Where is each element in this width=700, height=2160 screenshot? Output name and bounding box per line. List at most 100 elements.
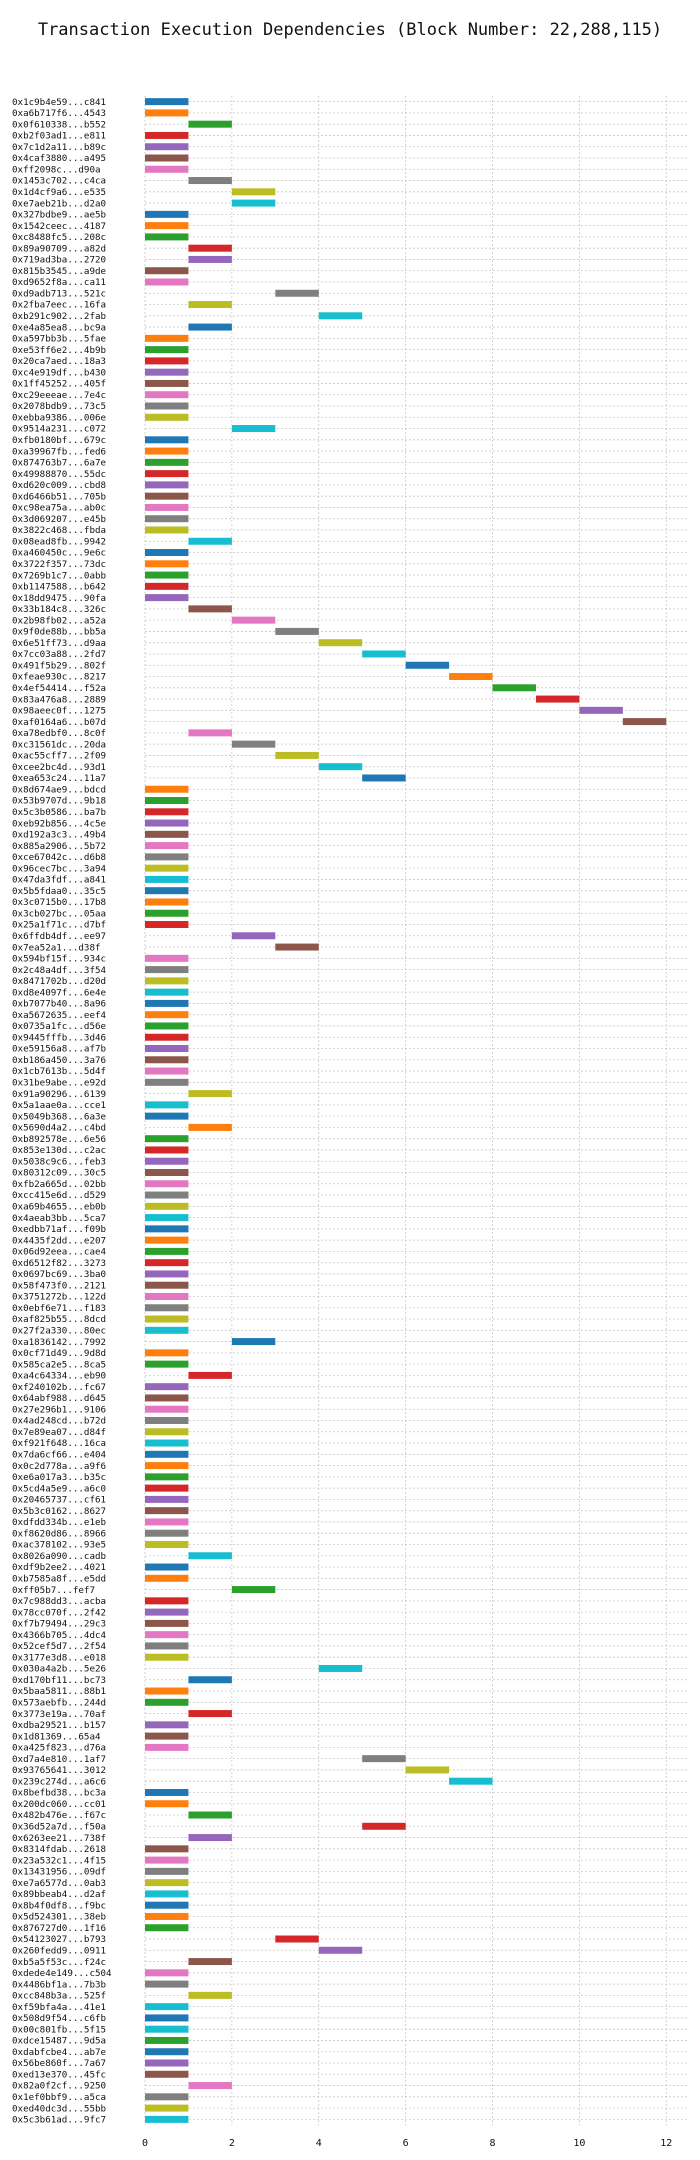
bar bbox=[145, 1405, 189, 1413]
bar bbox=[145, 458, 189, 466]
y-tick-label: 0x200dc060...cc01 bbox=[12, 1799, 106, 1810]
bar bbox=[535, 695, 580, 703]
bar bbox=[579, 706, 623, 714]
y-tick-label: 0xb7585a8f...e5dd bbox=[12, 1573, 106, 1584]
y-tick-label: 0x53b9707d...9b18 bbox=[12, 796, 106, 807]
y-tick-label: 0xa597bb3b...5fae bbox=[12, 334, 106, 345]
bar bbox=[145, 1112, 189, 1120]
y-tick-label: 0x0cf71d49...9d8d bbox=[12, 1348, 106, 1359]
bar bbox=[145, 1236, 189, 1244]
y-tick-label: 0xdfdd334b...e1eb bbox=[12, 1517, 106, 1528]
bar bbox=[188, 1834, 232, 1842]
bar bbox=[188, 537, 232, 545]
y-tick-label: 0x719ad3ba...2720 bbox=[12, 255, 106, 266]
y-tick-label: 0xcc848b3a...525f bbox=[12, 1991, 106, 2002]
bar bbox=[145, 1450, 189, 1458]
y-tick-label: 0x2fba7eec...16fa bbox=[12, 300, 106, 311]
y-tick-label: 0x7cc03a88...2fd7 bbox=[12, 649, 106, 660]
bar bbox=[145, 1439, 189, 1447]
y-tick-label: 0x0ebf6e71...f183 bbox=[12, 1303, 106, 1314]
y-tick-label: 0xdce15487...9d5a bbox=[12, 2036, 106, 2047]
bar bbox=[145, 1574, 189, 1582]
bar bbox=[188, 1371, 232, 1379]
y-tick-label: 0xedbb71af...f09b bbox=[12, 1224, 106, 1235]
bar bbox=[145, 1800, 189, 1808]
bar bbox=[145, 1687, 189, 1695]
y-tick-label: 0xed13e370...45fc bbox=[12, 2069, 106, 2080]
y-tick-label: 0x2078bdb9...73c5 bbox=[12, 401, 106, 412]
bar bbox=[145, 2036, 189, 2044]
bar bbox=[362, 774, 406, 782]
bar bbox=[145, 1101, 189, 1109]
bar bbox=[145, 1304, 189, 1312]
bar bbox=[145, 1788, 189, 1796]
bar bbox=[145, 1473, 189, 1481]
y-tick-label: 0x18dd9475...90fa bbox=[12, 593, 106, 604]
y-tick-label: 0x00c801fb...5f15 bbox=[12, 2024, 106, 2035]
y-tick-label: 0xe7a6577d...0ab3 bbox=[12, 1878, 106, 1889]
bar bbox=[145, 233, 189, 241]
bar bbox=[145, 368, 189, 376]
y-tick-label: 0x1ef0bbf9...a5ca bbox=[12, 2092, 106, 2103]
bar bbox=[145, 898, 189, 906]
y-tick-label: 0xaf825b55...8dcd bbox=[12, 1314, 106, 1325]
y-tick-label: 0xd192a3c3...49b4 bbox=[12, 830, 107, 841]
y-tick-label: 0x8d674ae9...bdcd bbox=[12, 784, 106, 795]
y-tick-label: 0x885a2906...5b72 bbox=[12, 841, 106, 852]
y-tick-label: 0x3822c468...fbda bbox=[12, 525, 106, 536]
y-tick-label: 0x64abf988...d645 bbox=[12, 1393, 106, 1404]
y-tick-label: 0xac378102...93e5 bbox=[12, 1540, 106, 1551]
bar bbox=[145, 481, 189, 489]
y-tick-label: 0xdba29521...b157 bbox=[12, 1720, 106, 1731]
y-tick-label: 0x327bdbe9...ae5b bbox=[12, 210, 106, 221]
y-tick-label: 0x7e89ea07...d84f bbox=[12, 1427, 106, 1438]
y-tick-label: 0x0735a1fc...d56e bbox=[12, 1021, 106, 1032]
y-tick-label: 0x8026a090...cadb bbox=[12, 1551, 106, 1562]
y-tick-label: 0xa39967fb...fed6 bbox=[12, 446, 106, 457]
bar bbox=[145, 2093, 189, 2101]
y-tick-label: 0x4caf3880...a495 bbox=[12, 153, 106, 164]
y-tick-label: 0x56be860f...7a67 bbox=[12, 2058, 106, 2069]
bar bbox=[145, 1157, 189, 1165]
y-tick-label: 0xb291c902...2fab bbox=[12, 311, 106, 322]
y-tick-label: 0xc8488fc5...208c bbox=[12, 232, 106, 243]
bar bbox=[188, 301, 232, 309]
y-tick-label: 0xfb0180bf...679c bbox=[12, 435, 106, 446]
y-tick-label: 0xe53ff6e2...4b9b bbox=[12, 345, 106, 356]
y-tick-label: 0xaf0164a6...b07d bbox=[12, 717, 106, 728]
y-tick-label: 0xac55cff7...2f09 bbox=[12, 751, 106, 762]
bar bbox=[145, 1540, 189, 1548]
y-tick-label: 0xeb92b856...4c5e bbox=[12, 818, 106, 829]
y-tick-label: 0x482b476e...f67c bbox=[12, 1810, 106, 1821]
y-tick-label: 0x2b98fb02...a52a bbox=[12, 615, 106, 626]
bar bbox=[145, 492, 189, 500]
bar bbox=[145, 278, 189, 286]
bar bbox=[449, 1777, 493, 1785]
bar bbox=[145, 2048, 189, 2056]
bar bbox=[145, 1281, 189, 1289]
bar bbox=[145, 1901, 189, 1909]
x-tick-label: 12 bbox=[660, 2138, 672, 2149]
y-tick-label: 0x3722f357...73dc bbox=[12, 559, 106, 570]
bar bbox=[145, 1428, 189, 1436]
bar bbox=[145, 2014, 189, 2022]
y-tick-label: 0x4366b705...4dc4 bbox=[12, 1630, 107, 1641]
bar bbox=[188, 1090, 232, 1098]
y-tick-label: 0xd6466b51...705b bbox=[12, 491, 106, 502]
bar bbox=[188, 255, 232, 263]
y-tick-label: 0x260fedd9...0911 bbox=[12, 1945, 106, 1956]
bar bbox=[145, 887, 189, 895]
bar bbox=[145, 379, 189, 387]
y-tick-label: 0x98aeec0f...1275 bbox=[12, 706, 106, 717]
bar bbox=[145, 2059, 189, 2067]
bar bbox=[145, 1879, 189, 1887]
bar bbox=[145, 436, 189, 444]
bar bbox=[145, 999, 189, 1007]
bar bbox=[231, 1586, 276, 1594]
y-tick-label: 0x1cb7613b...5d4f bbox=[12, 1066, 106, 1077]
bar bbox=[145, 1642, 189, 1650]
y-tick-label: 0x25a1f71c...d7bf bbox=[12, 920, 106, 931]
bar bbox=[145, 909, 189, 917]
y-tick-label: 0x54123027...b793 bbox=[12, 1934, 106, 1945]
y-tick-label: 0x6e51ff73...d9aa bbox=[12, 638, 106, 649]
